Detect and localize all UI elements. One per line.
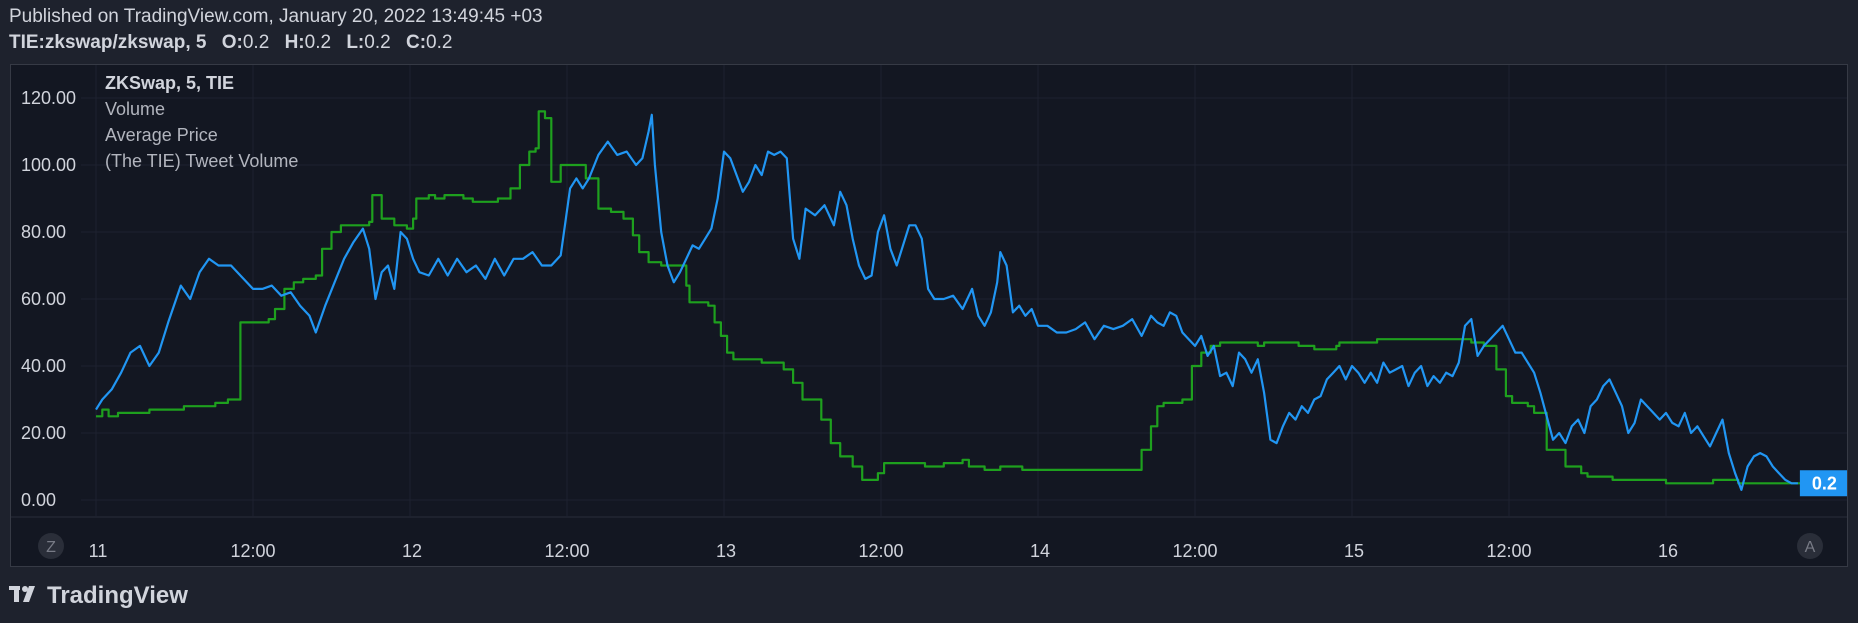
- auto-scale-label: A: [1805, 539, 1816, 556]
- close-label: C:: [405, 32, 427, 53]
- legend-title: ZKSwap, 5, TIE: [105, 73, 234, 93]
- high-value: 0.2: [304, 32, 332, 53]
- close-value: 0.2: [426, 32, 453, 53]
- y-tick-label: 120.00: [21, 88, 76, 108]
- x-tick-label: 11: [89, 541, 108, 561]
- x-tick-label: 12:00: [544, 541, 589, 561]
- grid: [11, 65, 1847, 518]
- zoom-left-label: Z: [46, 539, 56, 556]
- open-label: O:: [221, 32, 243, 53]
- last-price-badge-bg: [1799, 470, 1847, 497]
- last-price-value: 0.2: [1812, 473, 1837, 493]
- legend: ZKSwap, 5, TIE Volume Average Price (The…: [105, 73, 298, 171]
- x-tick-label: 15: [1344, 541, 1364, 561]
- x-tick-label: 12:00: [230, 541, 275, 561]
- series-layer: [95, 110, 1847, 491]
- y-tick-label: 60.00: [21, 289, 66, 309]
- chart-panel[interactable]: 0.00 20.00 40.00 60.00 80.00 100.00 120.00 11 1…: [10, 64, 1848, 567]
- published-line: Published on TradingView.com, January 20…: [9, 6, 543, 27]
- low-value: 0.2: [364, 32, 391, 53]
- legend-item-volume: Volume: [105, 99, 165, 119]
- tradingview-logo-icon: [9, 583, 41, 611]
- x-tick-label: 14: [1030, 541, 1050, 561]
- x-tick-label: 12:00: [1172, 541, 1217, 561]
- legend-item-average-price: Average Price: [105, 125, 218, 145]
- y-tick-label: 0.00: [21, 490, 56, 510]
- low-label: L:: [346, 32, 365, 53]
- symbol-name: TIE:zkswap/zkswap, 5: [9, 32, 207, 53]
- y-tick-label: 100.00: [21, 155, 76, 175]
- x-tick-label: 12:00: [1486, 541, 1531, 561]
- y-tick-label: 20.00: [21, 423, 66, 443]
- auto-scale-button[interactable]: A: [1797, 533, 1823, 559]
- x-tick-label: 12:00: [858, 541, 903, 561]
- x-tick-label: 12: [402, 541, 422, 561]
- legend-item-tweet-volume: (The TIE) Tweet Volume: [105, 151, 298, 171]
- zoom-left-button[interactable]: Z: [38, 533, 64, 559]
- average-price-line: [95, 113, 1798, 491]
- symbol-line: TIE:zkswap/zkswap, 5 O:0.2 H:0.2 L:0.2 C…: [9, 32, 452, 54]
- x-tick-label: 13: [716, 541, 736, 561]
- x-tick-label: 16: [1658, 541, 1678, 561]
- footer-brand-text: TradingView: [47, 582, 188, 609]
- open-value: 0.2: [242, 32, 270, 53]
- tweet-volume-line: [96, 110, 1847, 485]
- y-tick-label: 40.00: [21, 356, 66, 376]
- last-price-badge: 0.2: [1799, 470, 1847, 497]
- y-tick-label: 80.00: [21, 222, 66, 242]
- footer-brand[interactable]: TradingView: [9, 582, 188, 611]
- x-axis[interactable]: 11 12:00 12 12:00 13 12:00 14 12:00 15 12:00 16: [89, 541, 1678, 561]
- high-label: H:: [284, 32, 305, 53]
- y-axis: 0.00 20.00 40.00 60.00 80.00 100.00 120.00: [21, 88, 76, 510]
